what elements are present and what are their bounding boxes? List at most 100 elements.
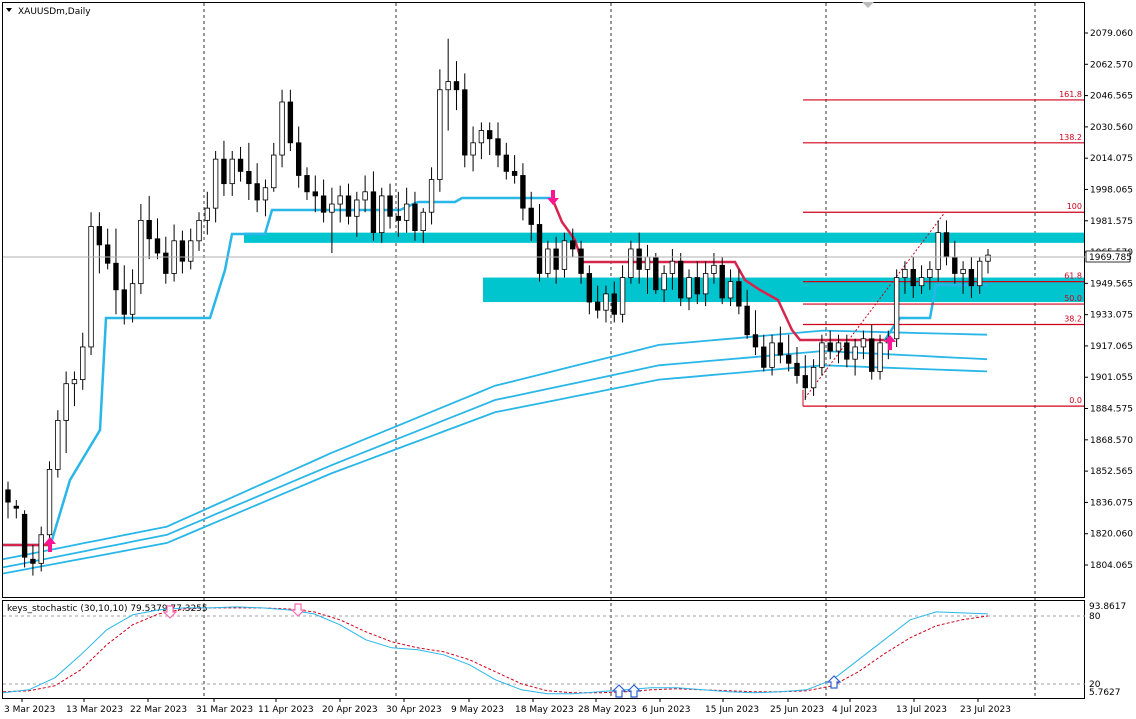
candle-body [96,226,103,246]
title-dropdown-icon[interactable] [6,8,12,12]
candle-body [628,248,634,278]
candle-body [844,342,850,360]
candle-body [827,342,833,352]
candle-body [810,366,817,389]
candle-body [329,203,335,213]
candle-body [545,248,551,274]
candle-body [935,232,941,270]
candle-body [295,142,302,176]
price-tick-label: 1820.060 [1090,530,1133,540]
stochastic-buy-arrow-icon [611,684,627,698]
date-tick-label: 3 Mar 2023 [4,705,55,715]
candle-body [287,101,294,144]
candle-body [877,342,883,372]
price-tick-label: 1998.065 [1090,185,1133,195]
trailing-stop-bull [3,196,552,547]
candle-body [711,264,717,274]
candle-body [727,281,734,299]
price-tick-label: 1933.075 [1090,311,1133,321]
candle-body [644,256,651,270]
candle-body [428,179,435,213]
candle-body [893,277,900,340]
candle-body [262,187,269,201]
fib-label-100: 100 [1067,202,1082,211]
price-axis[interactable] [1085,2,1135,699]
candle-body [146,219,152,240]
stochastic-max-label: 93.8617 [1089,602,1126,612]
stochastic-label: keys_stochastic (30,10,10) 79.5379 77.32… [7,604,208,614]
candle-body [420,211,426,231]
candle-body [279,101,285,156]
candle-body [669,260,676,274]
candle-body [395,215,402,221]
candle-body [736,281,742,307]
candle-body [719,264,725,299]
candle-body [71,379,78,385]
candle-body [819,342,825,368]
date-tick-label: 25 Jun 2023 [770,705,824,715]
resistance-zone [244,232,1084,243]
candle-body [179,240,186,262]
candle-body [304,175,310,193]
candle-body [246,170,252,185]
candle-body [63,383,69,421]
candle-body [403,203,410,221]
stochastic-sell-arrow-icon [290,603,306,617]
candle-body [345,195,352,217]
date-tick-label: 6 Jun 2023 [642,705,690,715]
date-tick-label: 13 Mar 2023 [66,705,123,715]
candle-body [437,89,443,180]
candle-body [212,158,219,209]
scroll-marker-icon[interactable] [862,2,874,8]
stochastic-panel-frame [2,600,1085,699]
candle-body [320,195,327,213]
candle-body [237,158,244,172]
candle-body [453,81,460,91]
candle-body [412,203,418,231]
candle-body [785,354,792,364]
candle-body [379,195,385,234]
candle-body [362,191,368,201]
candle-body [960,268,966,274]
candle-body [38,534,44,564]
date-axis: 3 Mar 2023 13 Mar 2023 22 Mar 2023 31 Mar 2… [4,698,1011,715]
fib-label-38.2: 38.2 [1064,314,1082,323]
candle-body [21,513,28,558]
candle-body [561,240,568,270]
price-tick-label: 1836.075 [1090,498,1133,508]
candle-body [503,154,509,172]
candle-body [536,224,543,274]
candle-body [678,260,684,299]
candle-body [138,219,144,285]
candle-body [520,175,526,209]
candle-body [694,277,701,295]
candle-body [46,469,53,536]
price-tick-label: 1868.570 [1090,436,1133,446]
candle-body [968,268,975,287]
price-tick-label: 2079.060 [1090,29,1133,39]
candle-body [80,346,86,381]
candle-body [462,89,468,156]
stochastic-signal-line [2,607,989,694]
candle-body [495,138,501,156]
candle-body [221,158,227,185]
candle-body [761,346,767,368]
candle-body [777,342,784,356]
candlesticks [5,38,991,576]
date-tick-label: 15 Jun 2023 [705,705,759,715]
buy-arrow-icon [884,335,896,350]
stochastic-level-20-label: 20 [1089,680,1101,690]
candle-body [104,244,111,264]
stochastic-sell-arrow-icon [162,605,178,619]
date-tick-label: 20 Apr 2023 [322,705,378,715]
candle-body [121,289,127,315]
candle-body [869,338,875,372]
fib-label-161.8: 161.8 [1059,90,1082,99]
date-tick-label: 11 Apr 2023 [258,705,314,715]
candle-body [470,142,476,156]
candle-body [55,420,61,470]
candle-body [312,191,318,197]
fib-label-61.8: 61.8 [1064,272,1082,281]
candle-body [594,301,601,311]
